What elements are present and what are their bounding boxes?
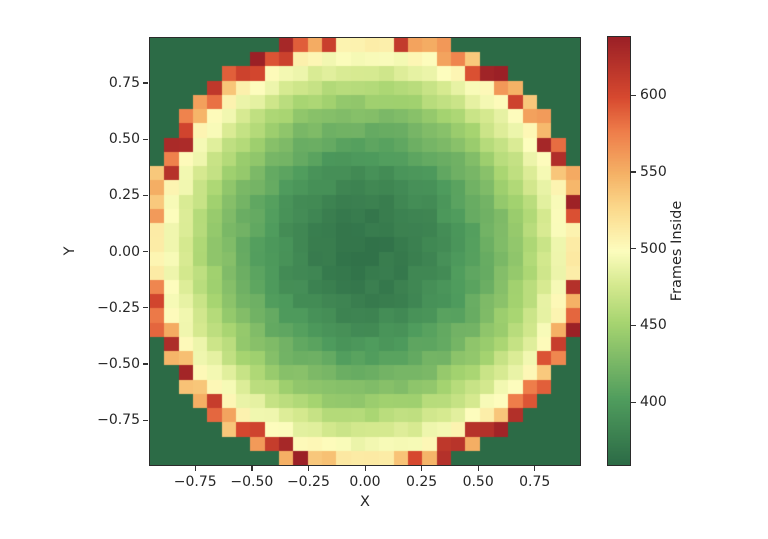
y-tick-label: −0.25 [97,299,140,316]
x-tick-mark [251,466,253,471]
y-tick-label: 0.00 [108,243,140,260]
x-tick-label: 0.50 [462,474,494,490]
x-tick-mark [194,466,196,471]
x-tick-mark [534,466,536,471]
x-tick-label: 0.75 [519,474,551,490]
x-tick-mark [307,466,310,471]
x-tick-mark [421,466,423,471]
x-tick-label: −0.50 [230,474,274,490]
colorbar-tick-label: 400 [640,394,667,411]
x-tick-mark [477,466,479,471]
x-tick-mark [364,466,366,471]
y-tick-mark [143,82,148,84]
x-axis-label: X [360,494,370,510]
colorbar-tick-label: 450 [640,317,667,334]
y-tick-mark [143,419,148,421]
x-tick-label: 0.00 [349,474,381,490]
y-tick-label: 0.75 [108,74,140,91]
x-tick-label: −0.25 [286,474,330,490]
y-tick-mark [143,251,148,253]
x-tick-label: 0.25 [405,474,438,490]
y-tick-label: −0.75 [97,412,140,429]
heatmap-axes-frame [149,37,581,466]
colorbar-label: Frames Inside [669,200,685,302]
colorbar-tick-mark [631,171,636,173]
colorbar-tick-mark [631,324,636,327]
y-tick-mark [143,307,148,309]
colorbar-tick-label: 500 [640,240,667,257]
y-tick-mark [143,194,148,196]
colorbar-tick-label: 550 [640,163,667,180]
y-tick-mark [143,363,148,365]
colorbar-tick-label: 600 [640,87,667,104]
y-tick-label: 0.25 [108,187,140,204]
y-axis-label: Y [62,246,78,256]
colorbar-tick-mark [631,401,636,403]
heatmap-canvas [150,38,580,465]
y-tick-label: 0.50 [108,131,140,148]
colorbar-canvas [608,37,630,465]
colorbar-tick-mark [631,248,636,250]
colorbar-tick-mark [631,94,636,96]
x-tick-label: −0.75 [173,474,217,490]
y-tick-mark [143,138,148,140]
y-tick-label: −0.50 [97,355,140,372]
colorbar-frame [607,36,631,466]
